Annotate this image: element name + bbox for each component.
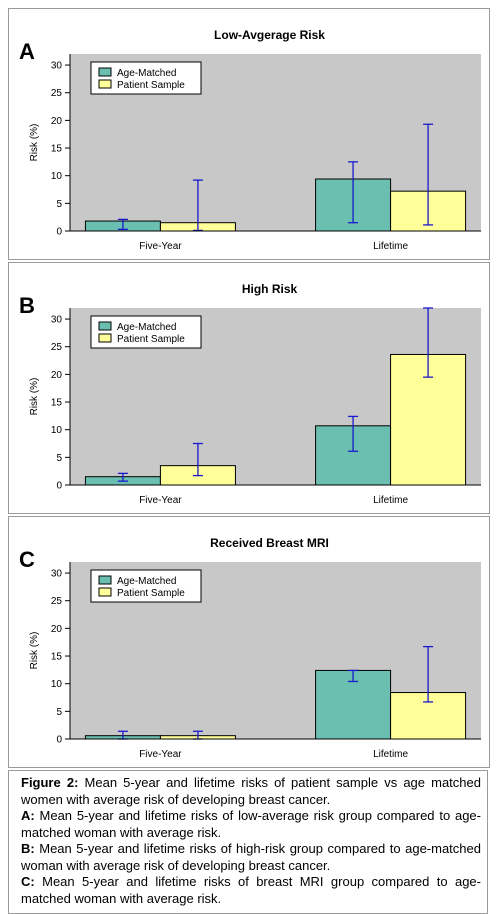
y-tick-label: 30 [51, 569, 63, 580]
legend-label: Age-Matched [117, 68, 176, 79]
x-category-label: Lifetime [373, 241, 408, 252]
y-tick-label: 10 [51, 679, 63, 690]
y-tick-label: 15 [51, 652, 63, 663]
chart-b: B High Risk Risk (%) 0 5 10 15 20 25 30 Five-Year L… [19, 282, 481, 506]
legend-swatch [98, 79, 112, 89]
legend-label: Age-Matched [117, 576, 176, 587]
y-tick-label: 25 [51, 596, 63, 607]
legend-swatch [98, 575, 112, 585]
chart-panel-a: A Low-Avgerage Risk Risk (%) 0 5 10 15 20 25 30 Fi… [8, 8, 490, 260]
figure-caption: Figure 2: Mean 5-year and lifetime risks… [8, 770, 488, 914]
y-tick-label: 15 [51, 144, 63, 155]
y-tick-label: 20 [51, 370, 63, 381]
legend-label: Patient Sample [117, 334, 185, 345]
x-category-label: Lifetime [373, 749, 408, 760]
caption-a-label: A: [21, 808, 35, 823]
y-axis-label: Risk (%) [29, 632, 40, 670]
chart-title: High Risk [242, 282, 298, 296]
y-tick-label: 10 [51, 171, 63, 182]
legend-box [90, 315, 202, 349]
x-category-label: Five-Year [139, 241, 182, 252]
y-tick-label: 20 [51, 624, 63, 635]
legend-label: Patient Sample [117, 588, 185, 599]
chart-panel-b: B High Risk Risk (%) 0 5 10 15 20 25 30 Five-Year L… [8, 262, 490, 514]
y-tick-label: 25 [51, 88, 63, 99]
caption-main-label: Figure 2: [21, 775, 79, 790]
x-category-label: Five-Year [139, 495, 182, 506]
chart-panel-c: C Received Breast MRI Risk (%) 0 5 10 15 20 25 30… [8, 516, 490, 768]
y-tick-label: 5 [56, 707, 62, 718]
chart-title: Received Breast MRI [210, 536, 329, 550]
y-tick-label: 30 [51, 315, 63, 326]
legend-swatch [98, 67, 112, 77]
caption-b-label: B: [21, 841, 35, 856]
x-category-label: Five-Year [139, 749, 182, 760]
panel-label: C [19, 547, 35, 572]
legend-swatch [98, 587, 112, 597]
caption-b-text: Mean 5-year and lifetime risks of high-r… [21, 841, 481, 873]
caption-b: B: Mean 5-year and lifetime risks of hig… [21, 841, 481, 874]
y-tick-label: 15 [51, 398, 63, 409]
y-tick-label: 20 [51, 116, 63, 127]
legend-label: Age-Matched [117, 322, 176, 333]
caption-main-text: Mean 5-year and lifetime risks of patien… [21, 775, 481, 807]
y-tick-label: 0 [56, 735, 62, 746]
x-category-label: Lifetime [373, 495, 408, 506]
caption-c-label: C: [21, 874, 35, 889]
legend-label: Patient Sample [117, 80, 185, 91]
y-tick-label: 5 [56, 199, 62, 210]
y-tick-label: 10 [51, 425, 63, 436]
caption-c-text: Mean 5-year and lifetime risks of breast… [21, 874, 481, 906]
legend-box [90, 569, 202, 603]
panel-label: B [19, 293, 35, 318]
legend-swatch [98, 333, 112, 343]
y-axis-label: Risk (%) [29, 124, 40, 162]
caption-main: Figure 2: Mean 5-year and lifetime risks… [21, 775, 481, 808]
y-tick-label: 25 [51, 342, 63, 353]
legend-swatch [98, 321, 112, 331]
y-tick-label: 5 [56, 453, 62, 464]
chart-c: C Received Breast MRI Risk (%) 0 5 10 15 20 25 30… [19, 536, 481, 760]
caption-c: C: Mean 5-year and lifetime risks of bre… [21, 874, 481, 907]
y-tick-label: 0 [56, 481, 62, 492]
caption-a-text: Mean 5-year and lifetime risks of low-av… [21, 808, 481, 840]
caption-a: A: Mean 5-year and lifetime risks of low… [21, 808, 481, 841]
y-tick-label: 30 [51, 61, 63, 72]
legend-box [90, 61, 202, 95]
chart-title: Low-Avgerage Risk [214, 28, 325, 42]
panel-label: A [19, 39, 35, 64]
y-tick-label: 0 [56, 227, 62, 238]
chart-a: A Low-Avgerage Risk Risk (%) 0 5 10 15 20 25 30 Fi… [19, 28, 481, 252]
y-axis-label: Risk (%) [29, 378, 40, 416]
